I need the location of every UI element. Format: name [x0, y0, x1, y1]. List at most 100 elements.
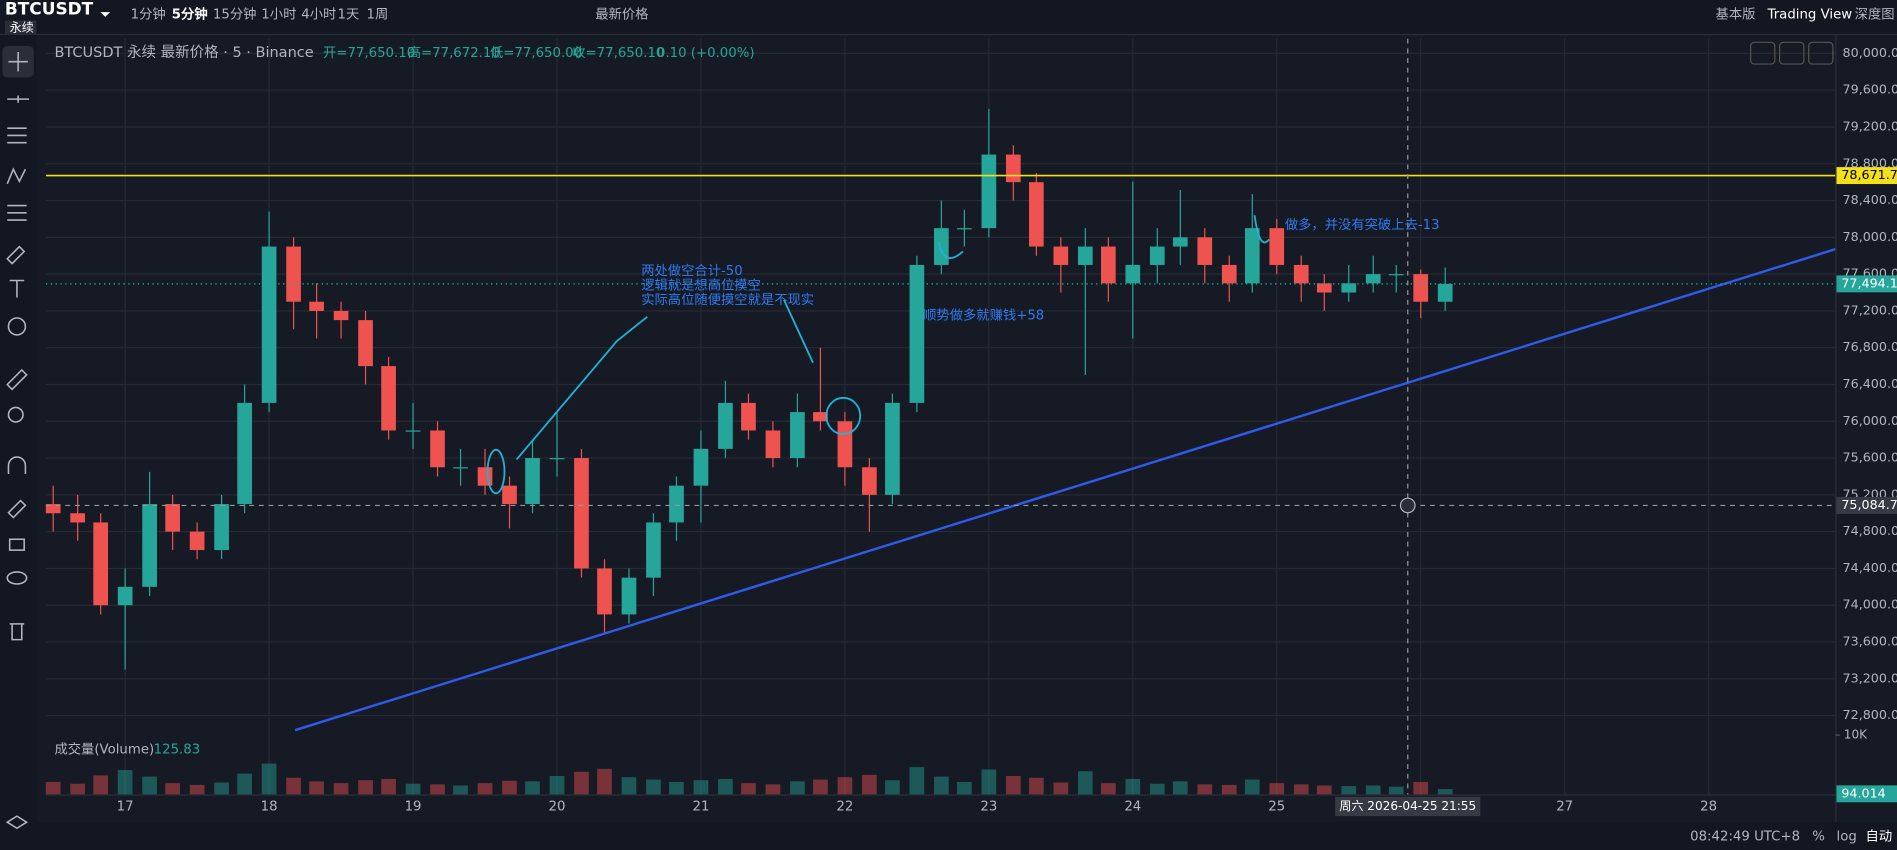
line-icon[interactable]	[7, 95, 30, 103]
volume-bar	[741, 783, 756, 795]
view-tab[interactable]: 深度图	[1855, 7, 1895, 23]
interval-button[interactable]: 1分钟	[131, 6, 166, 23]
y-tick-label: 74,400.00	[1843, 560, 1897, 575]
candle-body	[597, 568, 612, 615]
text-icon[interactable]	[9, 279, 25, 298]
volume-bar	[1172, 781, 1188, 795]
percent-toggle[interactable]: %	[1812, 830, 1825, 845]
crosshair-date-label: 周六 2026-04-25 21:55	[1339, 799, 1476, 813]
clock: 08:42:49 UTC+8	[1690, 830, 1800, 845]
crosshair-plus[interactable]	[1399, 497, 1416, 514]
candle-body	[45, 504, 61, 514]
layers-icon[interactable]	[5, 815, 29, 830]
y-tick-label: 74,800.00	[1843, 523, 1897, 538]
volume-bar	[621, 777, 637, 795]
x-tick-label: 23	[980, 799, 997, 814]
candle-body	[621, 577, 637, 615]
projection-icon[interactable]	[7, 204, 27, 221]
drawing-circle	[1253, 215, 1270, 244]
volume-bar	[934, 776, 949, 795]
candle-body	[718, 402, 733, 449]
fib-icon[interactable]	[7, 127, 27, 144]
interval-button[interactable]: 5分钟	[172, 6, 208, 23]
candle-body	[790, 412, 805, 459]
candle-body	[1005, 154, 1021, 183]
log-toggle[interactable]: log	[1837, 830, 1857, 845]
screenshot-button[interactable]	[1808, 41, 1834, 65]
candle-body	[309, 301, 324, 311]
candle-body	[646, 522, 661, 578]
candle-body	[189, 531, 205, 551]
view-tab[interactable]: 基本版	[1716, 7, 1756, 23]
interval-button[interactable]: 1小时	[261, 7, 296, 23]
lock-icon[interactable]	[8, 538, 25, 551]
volume-bar	[1365, 785, 1381, 795]
symbol-dropdown[interactable]	[100, 12, 111, 17]
drawing-circle	[937, 241, 964, 259]
cross-icon[interactable]	[8, 51, 28, 72]
volume-bar	[1341, 786, 1357, 795]
emoji-icon[interactable]	[7, 317, 27, 336]
volume-bar	[1149, 783, 1165, 795]
volume-bar	[358, 780, 373, 795]
scroll-button[interactable]	[1750, 41, 1776, 65]
candle-body	[1316, 283, 1332, 293]
annotation: 顺势做多就赚钱+58	[923, 307, 1044, 324]
candle-body	[1077, 246, 1093, 265]
fullscreen-button[interactable]	[1779, 41, 1805, 65]
volume-bar	[430, 784, 445, 795]
candle-body	[1172, 237, 1188, 247]
auto-toggle[interactable]: 自动	[1866, 829, 1893, 845]
volume-bar	[837, 777, 853, 795]
candle-body	[813, 412, 828, 422]
view-tab[interactable]: Trading View	[1767, 8, 1853, 23]
candle-body	[1053, 246, 1069, 265]
interval-button[interactable]: 1天	[338, 8, 360, 23]
y-tick-label: 73,200.00	[1843, 670, 1897, 685]
pattern-icon[interactable]	[6, 167, 27, 185]
candle-body	[741, 402, 756, 431]
candle-body	[1029, 182, 1044, 247]
brush-icon[interactable]	[6, 245, 26, 265]
candle-body	[934, 228, 949, 265]
candle-body	[1149, 246, 1165, 265]
candle-body	[1388, 274, 1404, 276]
contract: 永续	[10, 20, 34, 34]
volume-bar	[574, 771, 589, 795]
volume-bar	[453, 785, 468, 795]
ruler-icon[interactable]	[6, 368, 28, 391]
volume-bar	[45, 781, 61, 795]
volume-bar	[525, 781, 540, 795]
volume-bar	[477, 783, 493, 795]
price-tag-label: 78,671.71	[1841, 167, 1897, 182]
pencil-lock-icon[interactable]	[7, 499, 27, 519]
candle-body	[333, 310, 349, 321]
x-tick-label: 27	[1556, 799, 1573, 814]
trash-icon[interactable]	[9, 623, 25, 641]
toolbar-icons	[2, 45, 34, 830]
y-tick-label: 80,000.00	[1843, 45, 1897, 60]
volume-tick-label: 10K	[1844, 728, 1868, 742]
interval-button[interactable]: 15分钟	[213, 6, 257, 23]
volume-name: 成交量(Volume)	[54, 741, 154, 758]
interval-button[interactable]: 1周	[367, 8, 389, 23]
candle-body	[669, 485, 684, 523]
volume-bar	[189, 784, 205, 795]
candle-body	[358, 320, 373, 367]
eye-icon[interactable]	[6, 571, 28, 585]
magnet-icon[interactable]	[7, 456, 27, 474]
interval-button[interactable]: 4小时	[301, 7, 336, 23]
volume-bar	[1244, 779, 1260, 795]
candle-body	[885, 402, 900, 495]
legend-high: 高=77,672.10	[408, 44, 500, 61]
volume-bar	[765, 784, 781, 795]
drawing-circle	[486, 448, 506, 495]
candle-body	[765, 430, 781, 459]
symbol[interactable]: BTCUSDT	[5, 0, 94, 19]
candle-body	[1341, 283, 1357, 293]
price-type[interactable]: 最新价格	[595, 7, 648, 23]
zoom-icon[interactable]	[7, 406, 24, 423]
drawings	[486, 215, 1270, 495]
volume-tag	[1836, 785, 1897, 803]
x-tick-label: 25	[1268, 799, 1285, 814]
